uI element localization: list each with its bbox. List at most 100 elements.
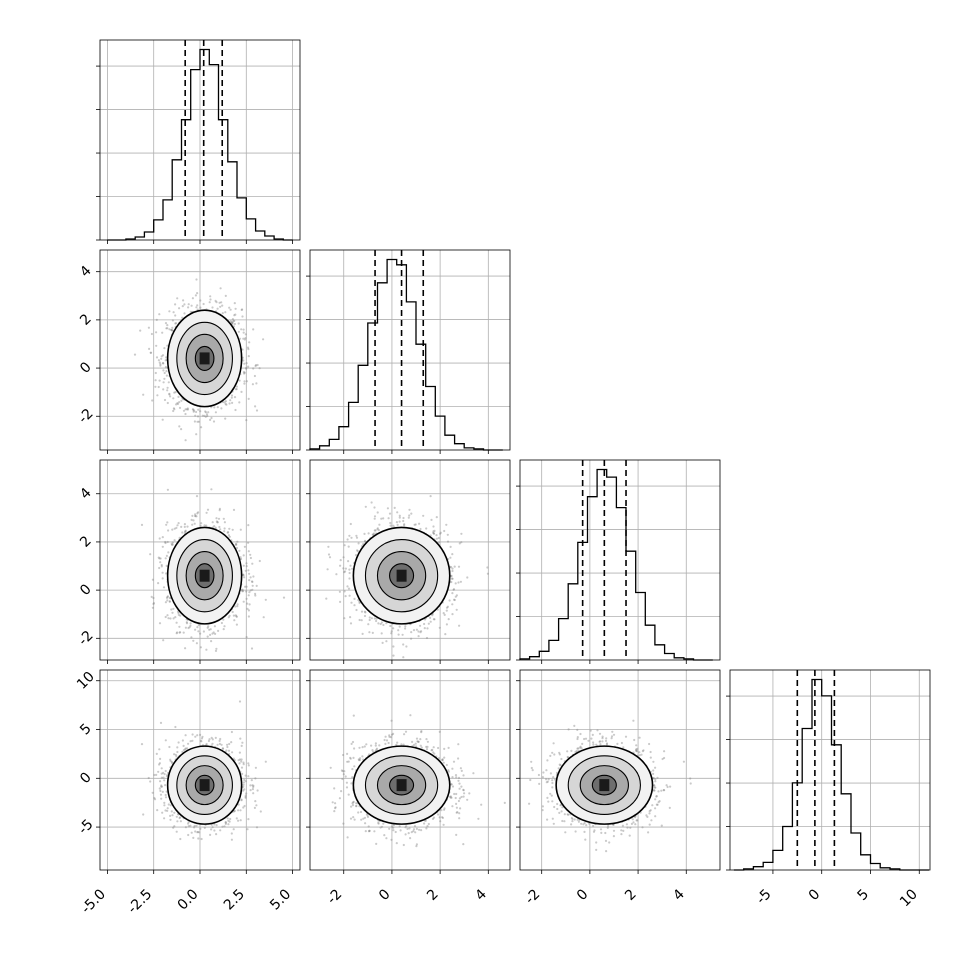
- scatter-point: [462, 789, 465, 792]
- y-tick-label: 5: [77, 721, 95, 739]
- scatter-point: [353, 597, 356, 601]
- scatter-point: [415, 628, 418, 631]
- scatter-point: [439, 531, 442, 534]
- scatter-point: [389, 521, 392, 525]
- scatter-point: [174, 303, 177, 306]
- scatter-point: [589, 729, 592, 732]
- scatter-point: [457, 776, 461, 780]
- scatter-point: [224, 417, 227, 420]
- scatter-point: [166, 595, 169, 598]
- scatter-point: [448, 795, 452, 798]
- scatter-point: [196, 830, 200, 834]
- scatter-point: [213, 823, 216, 826]
- scatter-point: [530, 760, 533, 763]
- scatter-point: [416, 740, 419, 743]
- scatter-point: [447, 770, 450, 773]
- scatter-point: [412, 828, 416, 831]
- scatter-point: [388, 512, 392, 515]
- scatter-point: [583, 737, 586, 741]
- scatter-point: [245, 565, 248, 568]
- contour-line-3: [591, 774, 617, 796]
- panel-frame: [729, 669, 931, 871]
- scatter-point: [178, 406, 182, 409]
- scatter-point: [447, 769, 450, 772]
- scatter-point: [402, 743, 405, 746]
- scatter-point: [244, 585, 247, 588]
- scatter-point: [174, 322, 177, 325]
- scatter-point: [164, 557, 167, 560]
- scatter-point: [451, 592, 454, 595]
- scatter-point: [242, 328, 245, 331]
- scatter-point: [184, 530, 187, 534]
- scatter-point: [432, 816, 436, 819]
- scatter-point: [208, 738, 211, 741]
- scatter-point: [553, 778, 557, 781]
- scatter-point: [218, 742, 221, 746]
- scatter-point: [166, 327, 169, 330]
- scatter-point: [628, 834, 631, 837]
- x-tick-label: 0.0: [175, 886, 202, 913]
- scatter-point: [364, 822, 367, 825]
- scatter-point: [373, 830, 376, 833]
- scatter-point: [392, 645, 395, 648]
- scatter-point: [230, 396, 233, 399]
- scatter-point: [427, 822, 430, 826]
- scatter-point: [419, 631, 422, 634]
- scatter-point: [460, 541, 463, 544]
- scatter-point: [426, 740, 429, 743]
- scatter-point: [259, 810, 262, 813]
- scatter-point: [343, 544, 346, 547]
- scatter-point: [379, 826, 382, 829]
- scatter-point: [348, 577, 351, 580]
- scatter-point: [210, 488, 213, 491]
- scatter-point: [636, 819, 639, 822]
- scatter-point: [193, 824, 196, 828]
- scatter-point: [247, 818, 250, 821]
- scatter-point: [204, 411, 208, 414]
- scatter-point: [166, 401, 169, 405]
- scatter-point: [255, 584, 258, 588]
- scatter-point: [363, 539, 367, 543]
- scatter-point: [235, 543, 238, 546]
- scatter-point: [443, 613, 446, 617]
- scatter-point: [326, 568, 329, 571]
- scatter-point: [349, 756, 352, 759]
- scatter-point: [363, 614, 367, 618]
- y-tick-label: 4: [77, 485, 95, 503]
- scatter-point: [592, 743, 595, 746]
- scatter-point: [161, 545, 164, 548]
- scatter-point: [153, 773, 156, 777]
- pair-panel-1-3: [306, 669, 511, 874]
- panel-frame: [309, 249, 511, 451]
- scatter-point: [194, 515, 197, 518]
- scatter-point: [243, 804, 246, 808]
- scatter-point: [184, 439, 187, 442]
- scatter-point: [241, 348, 244, 351]
- scatter-point: [551, 817, 554, 820]
- scatter-point: [401, 633, 404, 636]
- scatter-point: [234, 614, 237, 617]
- scatter-point: [158, 748, 161, 751]
- y-tick-label: 0: [77, 769, 95, 787]
- scatter-point: [570, 749, 573, 753]
- scatter-point: [549, 772, 553, 775]
- scatter-point: [235, 388, 238, 391]
- scatter-point: [567, 813, 570, 816]
- scatter-point: [655, 795, 658, 798]
- scatter-point: [373, 529, 376, 532]
- scatter-point: [163, 347, 166, 350]
- scatter-point: [157, 770, 160, 773]
- scatter-point: [167, 617, 170, 620]
- scatter-point: [197, 408, 200, 411]
- scatter-point: [245, 792, 248, 795]
- scatter-point: [194, 735, 197, 738]
- scatter-point: [395, 842, 398, 845]
- scatter-point: [194, 830, 197, 833]
- scatter-point: [196, 304, 199, 307]
- scatter-point: [385, 640, 388, 643]
- scatter-point: [209, 633, 212, 637]
- contour-line-3: [389, 563, 415, 589]
- scatter-point: [423, 627, 426, 630]
- scatter-point: [240, 799, 243, 802]
- scatter-point: [157, 385, 160, 389]
